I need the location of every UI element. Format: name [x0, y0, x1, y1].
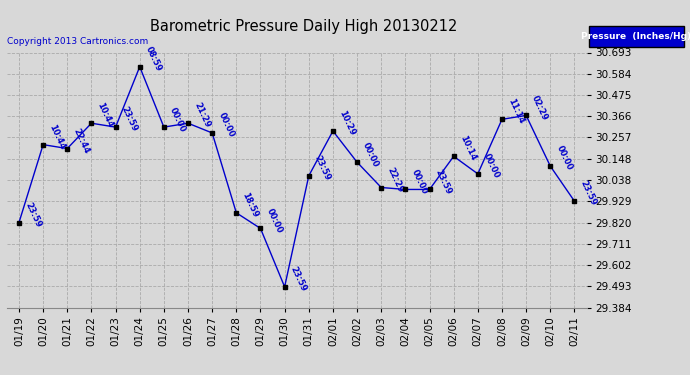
Text: 00:00: 00:00	[410, 168, 429, 196]
Text: 10:44: 10:44	[48, 123, 67, 151]
Text: Barometric Pressure Daily High 20130212: Barometric Pressure Daily High 20130212	[150, 19, 457, 34]
Text: 08:59: 08:59	[144, 45, 164, 73]
Text: 00:00: 00:00	[555, 144, 574, 172]
Text: 00:00: 00:00	[168, 106, 188, 133]
Text: 23:59: 23:59	[120, 105, 139, 133]
Text: 23:59: 23:59	[579, 179, 598, 207]
Text: 21:29: 21:29	[193, 101, 212, 129]
Text: 23:59: 23:59	[289, 265, 308, 293]
Text: Pressure  (Inches/Hg): Pressure (Inches/Hg)	[581, 32, 690, 41]
Text: 23:59: 23:59	[434, 168, 453, 196]
Text: 22:44: 22:44	[72, 126, 91, 155]
Text: 23:59: 23:59	[313, 154, 333, 182]
Text: 10:14: 10:14	[458, 135, 477, 162]
Text: 10:29: 10:29	[337, 109, 357, 137]
Text: 22:29: 22:29	[386, 166, 405, 194]
Text: 00:00: 00:00	[362, 141, 381, 168]
Text: 00:00: 00:00	[265, 207, 284, 235]
Text: 00:00: 00:00	[217, 111, 236, 139]
Text: 23:59: 23:59	[23, 201, 43, 229]
Text: 02:29: 02:29	[531, 94, 550, 122]
Text: 10:44: 10:44	[96, 101, 115, 129]
Text: 00:00: 00:00	[482, 152, 502, 180]
Text: 11:14: 11:14	[506, 98, 526, 126]
Text: Copyright 2013 Cartronics.com: Copyright 2013 Cartronics.com	[7, 38, 148, 46]
Text: 18:59: 18:59	[241, 191, 260, 219]
